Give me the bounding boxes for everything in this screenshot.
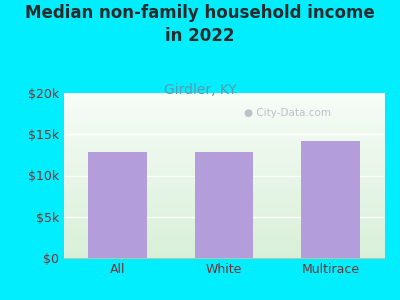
Bar	[301, 141, 360, 258]
Text: Girdler, KY: Girdler, KY	[164, 82, 236, 97]
Text: ● City-Data.com: ● City-Data.com	[244, 108, 332, 118]
Bar	[195, 152, 253, 258]
Text: Median non-family household income
in 2022: Median non-family household income in 20…	[25, 4, 375, 45]
Bar	[88, 152, 147, 258]
